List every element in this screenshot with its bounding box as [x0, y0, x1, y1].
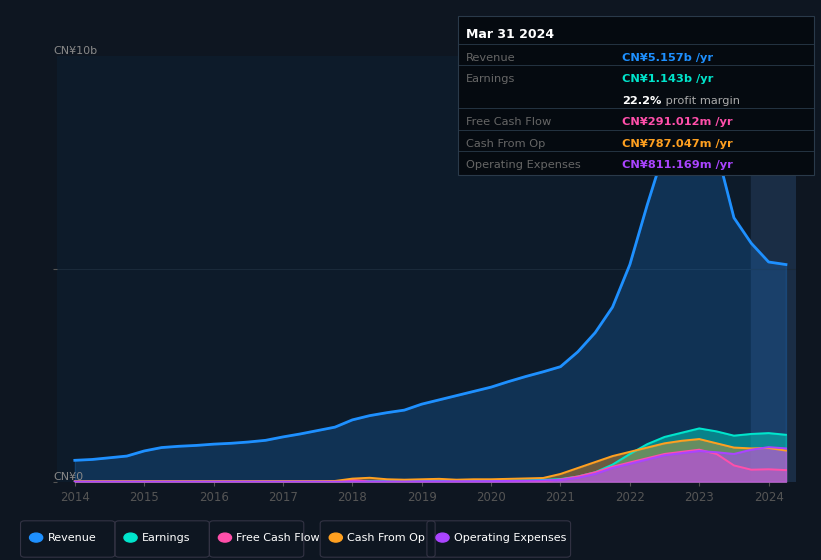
- Text: CN¥291.012m /yr: CN¥291.012m /yr: [622, 117, 733, 127]
- Text: Free Cash Flow: Free Cash Flow: [236, 533, 320, 543]
- Text: CN¥10b: CN¥10b: [54, 46, 98, 56]
- Text: Cash From Op: Cash From Op: [347, 533, 425, 543]
- Text: Operating Expenses: Operating Expenses: [466, 160, 581, 170]
- Text: Mar 31 2024: Mar 31 2024: [466, 27, 554, 41]
- Text: Revenue: Revenue: [466, 53, 516, 63]
- Text: Earnings: Earnings: [466, 74, 516, 84]
- Text: profit margin: profit margin: [662, 96, 740, 106]
- Text: CN¥0: CN¥0: [54, 472, 84, 482]
- Text: Cash From Op: Cash From Op: [466, 138, 546, 148]
- Text: 22.2%: 22.2%: [622, 96, 662, 106]
- Bar: [751, 56, 796, 482]
- Text: Earnings: Earnings: [142, 533, 190, 543]
- Text: CN¥1.143b /yr: CN¥1.143b /yr: [622, 74, 713, 84]
- Text: CN¥787.047m /yr: CN¥787.047m /yr: [622, 138, 733, 148]
- Text: CN¥811.169m /yr: CN¥811.169m /yr: [622, 160, 733, 170]
- Text: Revenue: Revenue: [48, 533, 96, 543]
- Text: Operating Expenses: Operating Expenses: [454, 533, 566, 543]
- Text: CN¥5.157b /yr: CN¥5.157b /yr: [622, 53, 713, 63]
- Text: Free Cash Flow: Free Cash Flow: [466, 117, 552, 127]
